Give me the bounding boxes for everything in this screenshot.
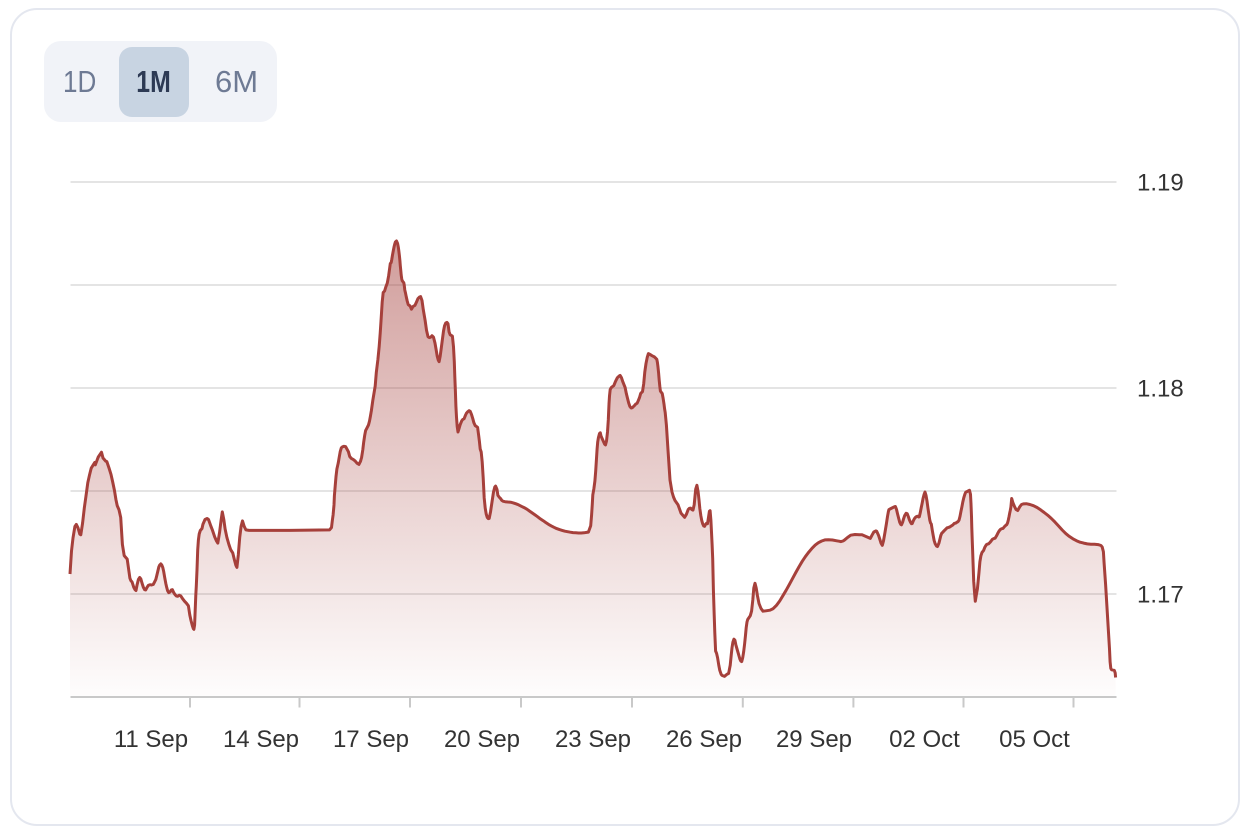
svg-text:1.18: 1.18 bbox=[1137, 376, 1184, 403]
svg-text:29 Sep: 29 Sep bbox=[776, 726, 852, 753]
svg-text:26 Sep: 26 Sep bbox=[666, 726, 742, 753]
svg-text:1.17: 1.17 bbox=[1137, 582, 1184, 609]
svg-text:1.19: 1.19 bbox=[1137, 170, 1184, 197]
svg-text:02 Oct: 02 Oct bbox=[889, 726, 960, 753]
svg-text:23 Sep: 23 Sep bbox=[555, 726, 631, 753]
svg-text:14 Sep: 14 Sep bbox=[223, 726, 299, 753]
svg-text:17 Sep: 17 Sep bbox=[333, 726, 409, 753]
svg-text:11 Sep: 11 Sep bbox=[114, 726, 188, 753]
svg-text:20 Sep: 20 Sep bbox=[444, 726, 520, 753]
svg-text:05 Oct: 05 Oct bbox=[999, 726, 1070, 753]
